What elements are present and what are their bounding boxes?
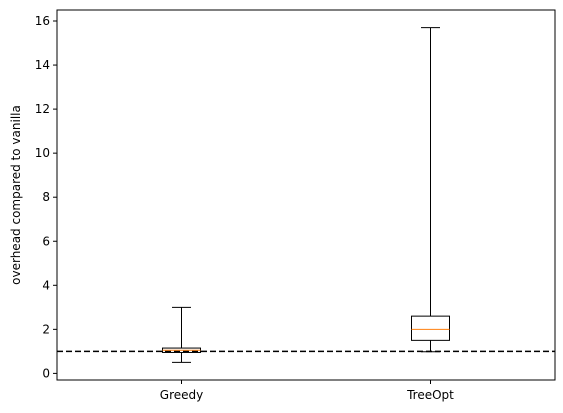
x-tick-label: TreeOpt: [406, 388, 454, 402]
x-axis: Greedy TreeOpt: [160, 380, 454, 402]
x-tick-label: Greedy: [160, 388, 203, 402]
y-tick-label: 6: [42, 234, 50, 248]
y-tick-label: 2: [42, 322, 50, 336]
y-tick-label: 4: [42, 278, 50, 292]
y-axis-label: overhead compared to vanilla: [9, 105, 23, 285]
y-axis: 0 2 4 6 8 10 12 14 16: [35, 14, 57, 380]
plot-frame: [56, 9, 556, 381]
y-tick-label: 10: [35, 146, 50, 160]
chart-marks: [57, 27, 555, 363]
box-greedy: [162, 306, 201, 363]
y-tick-label: 8: [42, 190, 50, 204]
y-tick-label: 12: [35, 102, 50, 116]
iqr-box: [411, 315, 450, 341]
y-tick-label: 16: [35, 14, 50, 28]
y-tick-label: 0: [42, 366, 50, 380]
box-treeopt: [411, 27, 450, 353]
y-tick-label: 14: [35, 58, 50, 72]
